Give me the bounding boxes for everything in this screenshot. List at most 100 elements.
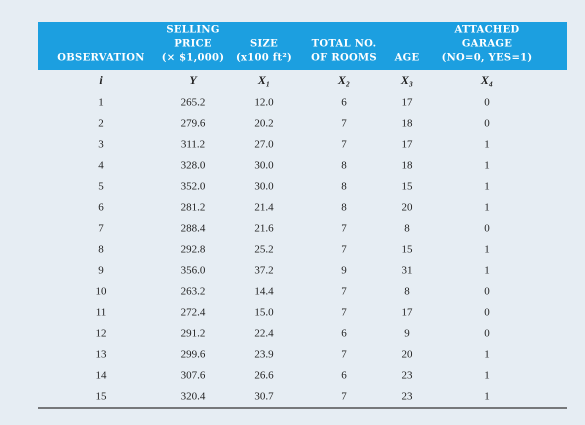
variable-symbol: X₁ — [257, 73, 270, 87]
cell: 0 — [484, 307, 490, 319]
cell: 12 — [96, 328, 107, 340]
cell: 25.2 — [254, 244, 273, 256]
cell: 9 — [341, 265, 347, 277]
cell: 1 — [484, 202, 490, 214]
cell: 3 — [98, 139, 104, 151]
cell: 8 — [341, 160, 347, 172]
cell: 320.4 — [181, 391, 206, 403]
cell: 7 — [341, 139, 347, 151]
variable-symbol: X₄ — [480, 73, 493, 87]
cell: 8 — [341, 202, 347, 214]
cell: 1 — [484, 139, 490, 151]
cell: 37.2 — [254, 265, 273, 277]
cell: 1 — [484, 391, 490, 403]
cell: 20 — [402, 349, 414, 361]
column-header: ATTACHED — [453, 25, 519, 36]
cell: 21.6 — [254, 223, 274, 235]
cell: 1 — [484, 349, 490, 361]
cell: 6 — [341, 328, 347, 340]
column-header: TOTAL NO. — [312, 39, 377, 50]
cell: 6 — [341, 97, 347, 109]
cell: 12.0 — [254, 97, 274, 109]
cell: 4 — [98, 160, 104, 172]
cell: 17 — [402, 139, 414, 151]
cell: 288.4 — [181, 223, 206, 235]
cell: 31 — [402, 265, 413, 277]
column-header: OBSERVATION — [57, 53, 144, 64]
cell: 0 — [484, 97, 490, 109]
cell: 0 — [484, 286, 490, 298]
cell: 14.4 — [254, 286, 274, 298]
cell: 7 — [341, 223, 347, 235]
cell: 0 — [484, 328, 490, 340]
cell: 6 — [341, 370, 347, 382]
column-header: (NO=0, YES=1) — [442, 53, 533, 64]
cell: 13 — [96, 349, 108, 361]
column-header: GARAGE — [462, 39, 512, 50]
column-header: SIZE — [250, 39, 278, 50]
cell: 8 — [341, 181, 347, 193]
column-header: SELLING — [166, 25, 219, 36]
variable-symbol: i — [99, 73, 103, 87]
cell: 281.2 — [181, 202, 206, 214]
cell: 0 — [484, 223, 490, 235]
cell: 1 — [484, 265, 490, 277]
cell: 30.0 — [254, 181, 274, 193]
variable-symbol: X₃ — [400, 73, 413, 87]
cell: 5 — [98, 181, 104, 193]
column-header: OF ROOMS — [311, 53, 377, 64]
cell: 30.7 — [254, 391, 274, 403]
cell: 311.2 — [181, 139, 205, 151]
cell: 18 — [402, 160, 414, 172]
column-header: AGE — [394, 53, 420, 64]
cell: 14 — [96, 370, 108, 382]
cell: 272.4 — [181, 307, 206, 319]
cell: 20 — [402, 202, 414, 214]
cell: 299.6 — [181, 349, 206, 361]
cell: 265.2 — [181, 97, 206, 109]
cell: 352.0 — [181, 181, 206, 193]
cell: 292.8 — [181, 244, 206, 256]
cell: 7 — [341, 118, 347, 130]
cell: 18 — [402, 118, 414, 130]
cell: 10 — [96, 286, 108, 298]
cell: 1 — [484, 181, 490, 193]
cell: 30.0 — [254, 160, 274, 172]
cell: 1 — [484, 244, 490, 256]
cell: 356.0 — [181, 265, 206, 277]
cell: 1 — [484, 370, 490, 382]
cell: 20.2 — [254, 118, 273, 130]
cell: 0 — [484, 118, 490, 130]
cell: 11 — [96, 307, 107, 319]
cell: 17 — [402, 97, 414, 109]
cell: 23 — [402, 370, 414, 382]
cell: 27.0 — [254, 139, 274, 151]
cell: 26.6 — [254, 370, 274, 382]
cell: 279.6 — [181, 118, 206, 130]
cell: 7 — [341, 349, 347, 361]
variable-symbol: Y — [189, 73, 198, 87]
cell: 1 — [484, 160, 490, 172]
cell: 9 — [98, 265, 104, 277]
cell: 6 — [98, 202, 104, 214]
cell: 23 — [402, 391, 414, 403]
column-header: (× $1,000) — [162, 53, 225, 64]
cell: 15 — [96, 391, 108, 403]
header-band — [38, 22, 567, 70]
column-header: PRICE — [174, 39, 212, 50]
column-header: (x100 ft²) — [236, 53, 292, 64]
cell: 263.2 — [181, 286, 206, 298]
cell: 15 — [402, 244, 414, 256]
cell: 9 — [404, 328, 410, 340]
cell: 328.0 — [181, 160, 206, 172]
cell: 7 — [341, 286, 347, 298]
cell: 7 — [341, 244, 347, 256]
cell: 291.2 — [181, 328, 206, 340]
cell: 8 — [404, 286, 410, 298]
cell: 7 — [341, 307, 347, 319]
cell: 23.9 — [254, 349, 274, 361]
cell: 2 — [98, 118, 104, 130]
cell: 8 — [404, 223, 410, 235]
